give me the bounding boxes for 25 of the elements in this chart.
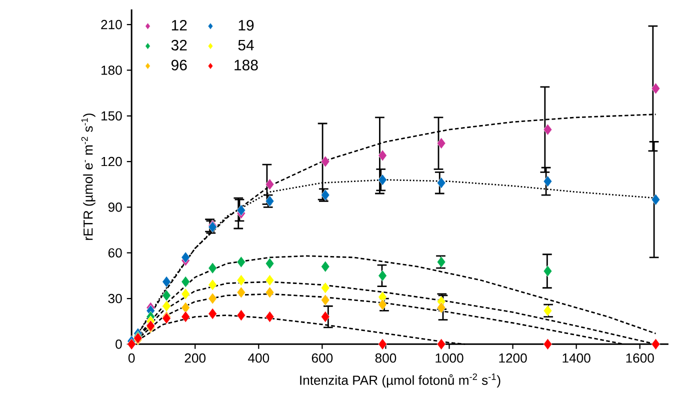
legend-label: 188 [234,60,258,70]
x-tick-label: 1400 [562,353,590,363]
x-tick-label: 1200 [499,353,527,363]
y-tick-label: 0 [116,339,122,349]
y-axis-title: rETR (µmol e$^{-}$ m$^{-2}$ s$^{-1}$) [81,113,96,240]
y-tick-label: 180 [102,65,122,75]
legend-label: 12 [172,20,187,30]
x-tick-label: 600 [312,353,333,363]
x-tick-label: 200 [184,353,206,363]
y-tick-label: 150 [102,111,122,120]
legend-label: 54 [238,40,254,50]
y-tick-label: 90 [108,202,122,212]
legend-label: 19 [238,20,254,30]
x-tick-label: 400 [248,353,270,363]
x-tick-label: 1000 [436,353,464,363]
x-tick-label: 800 [375,353,396,363]
x-axis-title: Intenzita PAR (µmol fotonů m$^{-2}$ s$^{-1}$) [300,373,500,388]
legend-label: 96 [172,60,187,70]
y-tick-label: 120 [102,156,122,166]
y-tick-label: 210 [101,20,122,30]
y-tick-label: 30 [108,294,122,304]
legend-label: 32 [171,40,187,50]
x-tick-label: 1600 [626,353,654,363]
y-tick-label: 60 [108,248,122,258]
x-tick-label: 0 [128,353,135,363]
